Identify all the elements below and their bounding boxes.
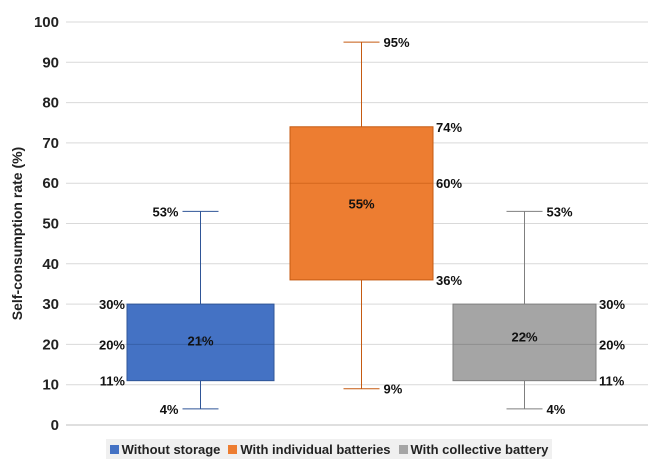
mean-marker [360,201,365,206]
box-iqr [452,303,597,382]
y-tick-label: 90 [42,54,59,71]
label-mean: 21% [187,333,213,348]
y-tick-label: 0 [51,417,59,434]
label-median: 20% [99,337,125,352]
label-max: 53% [547,204,573,219]
label-min: 9% [384,382,403,397]
y-tick-label: 60 [42,175,59,192]
label-q3: 30% [99,297,125,312]
label-median: 20% [599,337,625,352]
y-tick-label: 70 [42,135,59,152]
label-q3: 74% [436,120,462,135]
y-tick-label: 10 [42,377,59,394]
legend-swatch-orange [228,444,238,454]
legend-label: With collective battery [410,441,549,457]
y-tick-label: 20 [42,336,59,353]
y-tick-label: 100 [34,14,59,31]
y-axis-label: Self-consumption rate (%) [9,147,25,320]
label-max: 53% [152,204,178,219]
label-min: 4% [547,402,566,417]
label-mean: 55% [348,196,374,211]
label-q3: 30% [599,297,625,312]
label-q1: 11% [599,374,625,389]
legend-label: With individual batteries [240,441,391,457]
y-tick-label: 30 [42,296,59,313]
legend-swatch-gray [398,444,408,454]
label-max: 95% [384,35,410,50]
label-min: 4% [160,402,179,417]
label-mean: 22% [511,329,537,344]
y-tick-label: 50 [42,216,59,233]
y-tick-label: 40 [42,256,59,273]
box-group-1: 55% 95% 9% 74% 60% 36% [289,35,462,397]
y-tick-label: 80 [42,95,59,112]
legend-item-individual-batteries: With individual batteries [228,441,391,457]
label-q1: 36% [436,273,462,288]
legend-item-collective-battery: With collective battery [398,441,549,457]
box-iqr [126,303,275,382]
box-group-0: 21% 53% 4% 30% 20% 11% [99,204,275,417]
mean-marker [523,334,528,339]
legend-item-without-storage: Without storage [109,441,221,457]
legend-label: Without storage [121,441,221,457]
legend: Without storage With individual batterie… [106,439,552,459]
label-q1: 11% [100,374,126,389]
legend-swatch-blue [109,444,119,454]
y-axis-ticks: 0 10 20 30 40 50 60 70 80 90 100 [34,14,59,434]
box-group-2: 22% 53% 4% 30% 20% 11% [452,204,625,417]
mean-marker [199,338,204,343]
boxes: 21% 53% 4% 30% 20% 11% 55% 95% 9% 74% 60% 36% 22% 53%… [99,35,625,417]
label-median: 60% [436,176,462,191]
